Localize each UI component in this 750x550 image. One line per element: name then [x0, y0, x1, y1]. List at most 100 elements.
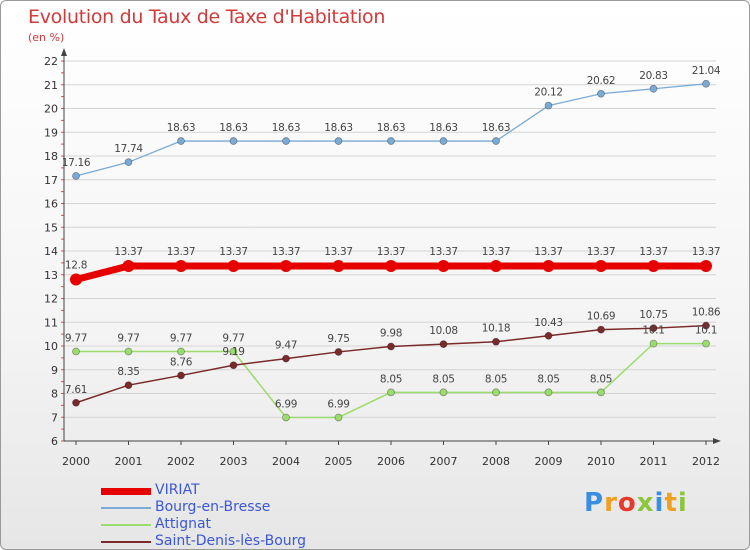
- data-point: [387, 342, 395, 351]
- data-point: [597, 89, 605, 98]
- data-point: [702, 321, 710, 330]
- data-point: [649, 339, 658, 348]
- y-tick-label: 21: [44, 79, 58, 92]
- x-tick-label: 2005: [325, 455, 353, 468]
- data-point: [387, 388, 395, 397]
- data-label: 18.63: [482, 122, 511, 134]
- data-point: [332, 259, 345, 272]
- data-point: [700, 259, 712, 272]
- y-tick-label: 9: [51, 364, 58, 377]
- data-label: 10.69: [587, 311, 616, 323]
- x-tick-label: 2009: [535, 455, 563, 468]
- data-label: 18.63: [429, 122, 458, 134]
- data-point: [72, 398, 80, 407]
- data-point: [280, 259, 292, 272]
- data-label: 18.63: [167, 122, 196, 134]
- x-tick-label: 2008: [482, 455, 510, 468]
- data-label: 9.77: [222, 332, 244, 344]
- y-tick-label: 20: [44, 103, 58, 116]
- legend-label: Bourg-en-Bresse: [155, 499, 271, 515]
- x-tick-label: 2002: [167, 455, 195, 468]
- data-point: [702, 79, 710, 88]
- data-point: [177, 137, 185, 145]
- data-label: 20.83: [639, 70, 668, 82]
- y-tick-label: 10: [44, 340, 58, 353]
- series-viriat: [70, 259, 712, 286]
- data-point: [544, 331, 553, 340]
- y-tick-label: 11: [44, 316, 58, 329]
- data-label: 13.37: [272, 246, 301, 258]
- data-point: [702, 339, 710, 348]
- data-point: [122, 259, 135, 272]
- logo-letter: r: [604, 488, 618, 518]
- data-label: 10.43: [534, 317, 563, 329]
- data-point: [597, 388, 605, 397]
- y-tick-label: 17: [44, 174, 58, 187]
- logo-letter: o: [617, 488, 637, 518]
- data-labels: 17.16 17.74 18.63 18.63 18.63 18.63 18.63 18.63…: [62, 65, 721, 411]
- data-label: 13.37: [482, 246, 511, 258]
- logo-letter: x: [636, 488, 655, 518]
- proxiti-logo: Proxiti: [584, 488, 688, 518]
- data-point: [439, 340, 448, 349]
- logo-letter: t: [664, 488, 678, 518]
- data-label: 18.63: [324, 122, 353, 134]
- y-tick-label: 13: [44, 269, 58, 282]
- data-label: 9.75: [327, 333, 349, 345]
- x-tick-label: 2010: [587, 455, 615, 468]
- legend-label: Saint-Denis-lès-Bourg: [155, 533, 307, 549]
- logo-letter: i: [654, 488, 665, 518]
- x-axis-arrow: [713, 438, 721, 444]
- legend-swatch: [101, 524, 151, 526]
- grid: [64, 60, 716, 418]
- x-tick-label: 2012: [692, 455, 720, 468]
- data-point: [437, 259, 450, 272]
- data-point: [334, 348, 343, 356]
- data-point: [544, 388, 553, 397]
- y-tick-label: 16: [44, 198, 58, 211]
- data-point: [387, 137, 395, 145]
- chart-title: Evolution du Taux de Taxe d'Habitation: [28, 6, 386, 28]
- y-tick-label: 19: [44, 126, 58, 139]
- data-label: 20.12: [534, 87, 563, 99]
- legend-swatch: [101, 487, 151, 495]
- data-label: 8.05: [432, 373, 454, 385]
- data-label: 8.05: [537, 373, 559, 385]
- y-tick-label: 7: [51, 411, 58, 424]
- data-label: 13.37: [692, 246, 721, 258]
- data-point: [439, 388, 448, 397]
- data-label: 10.75: [639, 309, 668, 321]
- data-label: 9.19: [222, 346, 244, 358]
- y-tick-label: 12: [44, 293, 58, 306]
- data-point: [492, 388, 500, 397]
- data-label: 13.37: [377, 246, 406, 258]
- data-point: [177, 347, 185, 356]
- y-tick-label: 18: [44, 150, 58, 163]
- legend-swatch: [101, 507, 151, 509]
- data-label: 13.37: [324, 246, 353, 258]
- data-point: [124, 347, 133, 356]
- x-tick-label: 2000: [62, 455, 90, 468]
- legend-swatch: [101, 541, 151, 543]
- series-saint-denis-l-s-bourg: [72, 321, 710, 407]
- data-label: 13.37: [534, 246, 563, 258]
- x-tick-label: 2006: [377, 455, 405, 468]
- data-point: [595, 259, 607, 272]
- logo-letter: P: [584, 488, 605, 518]
- y-tick-label: 8: [51, 388, 58, 401]
- data-label: 7.61: [65, 384, 87, 396]
- data-label: 9.77: [65, 332, 87, 344]
- data-point: [492, 337, 500, 346]
- data-point: [229, 361, 238, 370]
- data-label: 21.04: [692, 65, 721, 77]
- data-label: 10.1: [695, 325, 717, 337]
- data-point: [492, 137, 500, 145]
- data-label: 10.08: [429, 325, 458, 337]
- data-point: [72, 172, 80, 180]
- data-label: 9.77: [117, 332, 139, 344]
- data-point: [72, 347, 80, 356]
- data-label: 13.37: [587, 246, 616, 258]
- data-label: 8.76: [170, 356, 193, 368]
- y-tick-label: 22: [44, 55, 58, 68]
